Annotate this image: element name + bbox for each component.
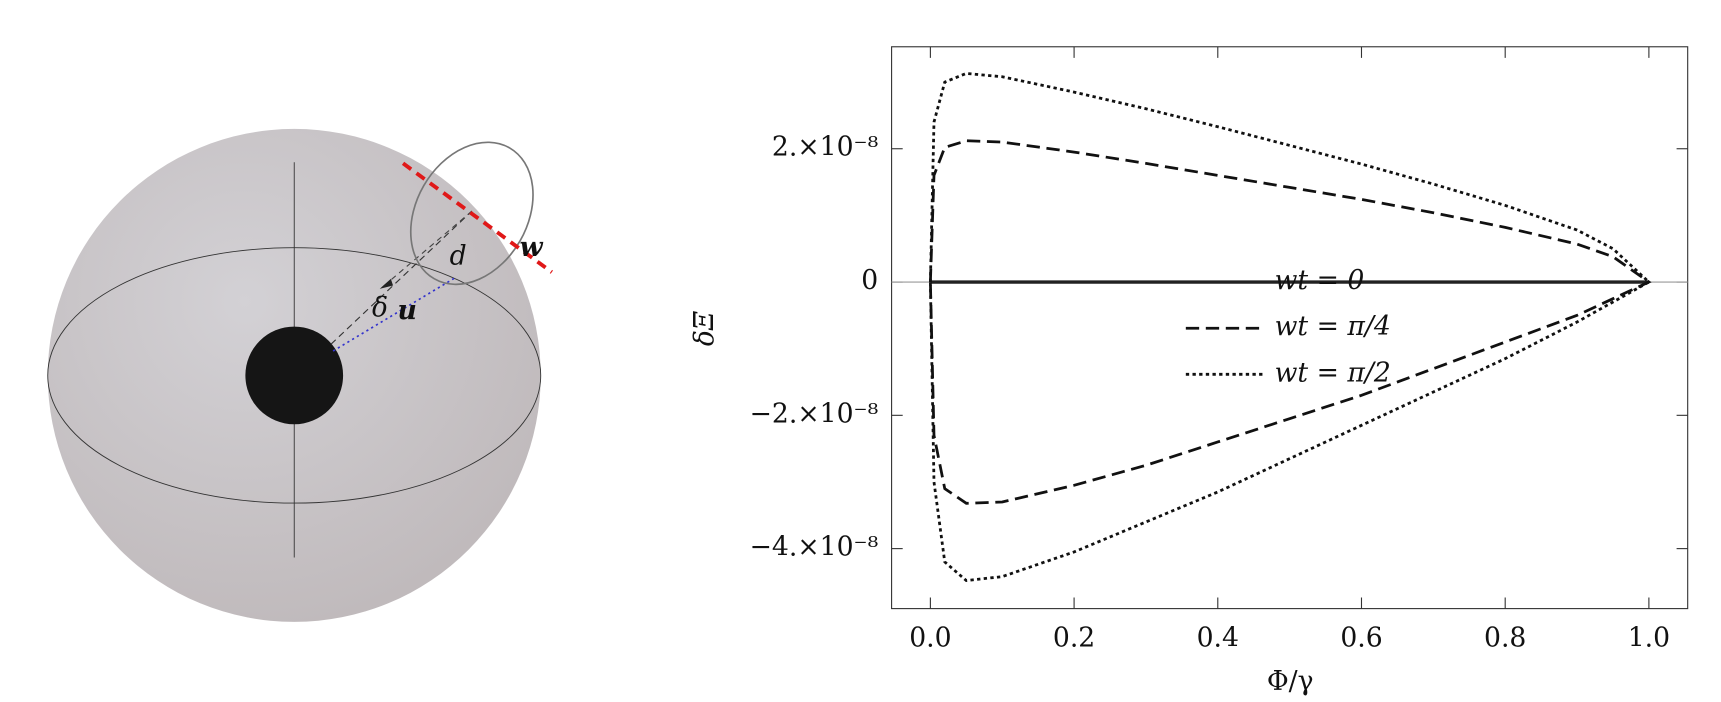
y-tick-label: −2.×10⁻⁸: [750, 398, 879, 429]
w-line: [401, 161, 553, 274]
y-axis-label: δΞ: [689, 311, 720, 346]
legend-label: wt = 0: [1275, 265, 1365, 296]
sphere-diagram: d δ u w: [47, 128, 553, 622]
delta-label: δ: [372, 292, 388, 323]
plot-frame: [891, 46, 1689, 610]
x-tick-label: 0.6: [1340, 623, 1382, 654]
x-tick-label: 0.0: [909, 623, 951, 654]
y-tick-label: −4.×10⁻⁸: [750, 532, 879, 563]
u-vector: [332, 277, 456, 352]
legend-label: wt = π/2: [1275, 357, 1391, 388]
w-label: w: [520, 232, 544, 263]
series-line: [929, 72, 1652, 583]
d-label: d: [450, 241, 467, 272]
x-tick-label: 1.0: [1628, 623, 1670, 654]
y-tick-label: 2.×10⁻⁸: [772, 132, 878, 163]
x-tick-label: 0.4: [1197, 623, 1239, 654]
arrowhead: [379, 278, 394, 289]
series-line: [929, 139, 1652, 505]
core: [245, 326, 344, 425]
radius: [330, 210, 473, 345]
small-circle: [409, 141, 534, 286]
u-label: u: [397, 295, 416, 326]
legend-label: wt = π/4: [1275, 311, 1391, 342]
x-axis-label: Φ/γ: [1267, 666, 1314, 697]
x-tick-label: 0.2: [1053, 623, 1095, 654]
y-tick-label: 0: [861, 265, 878, 296]
x-tick-label: 0.8: [1484, 623, 1526, 654]
